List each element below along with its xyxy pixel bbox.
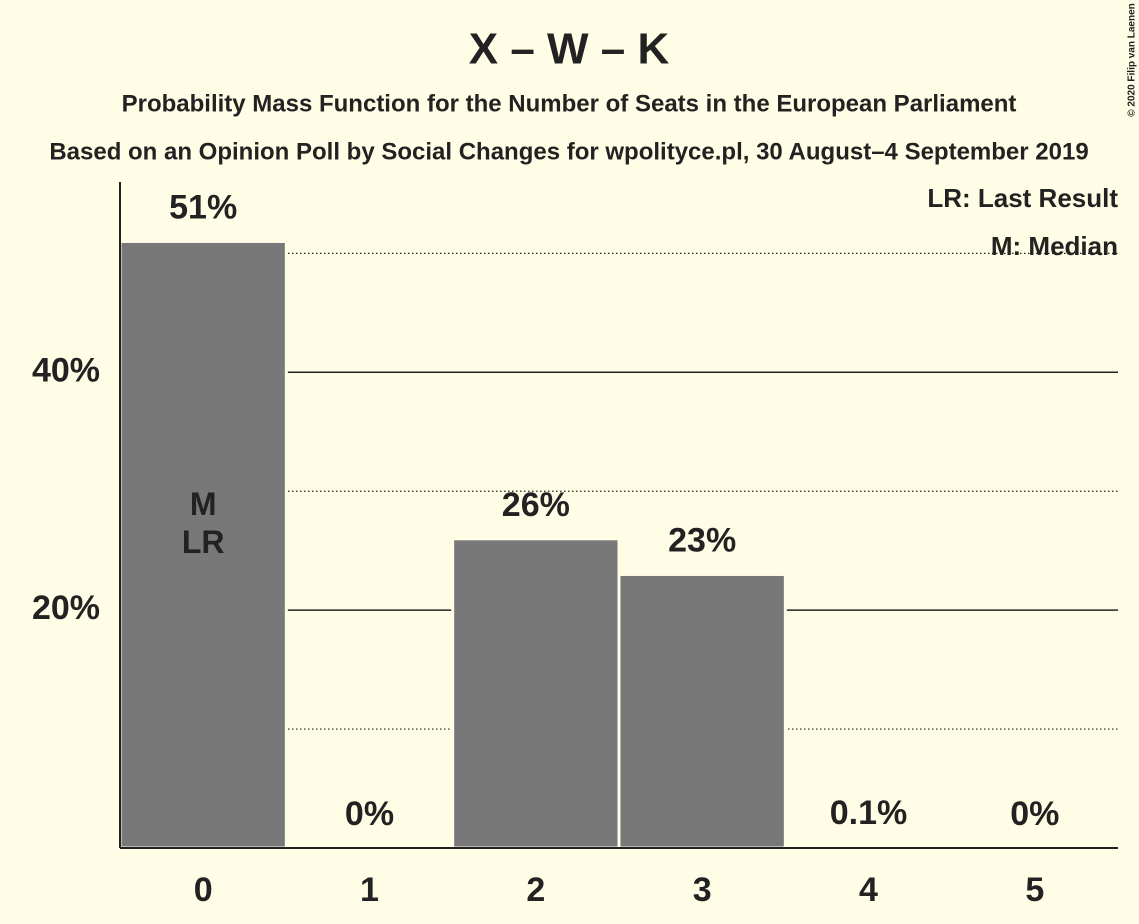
chart-subtitle: Based on an Opinion Poll by Social Chang… — [49, 138, 1088, 165]
credit: © 2020 Filip van Laenen — [1127, 3, 1138, 117]
value-label: 0.1% — [830, 794, 908, 832]
bar — [617, 572, 787, 850]
x-tick-label: 4 — [859, 871, 878, 909]
bar-annotation: LR — [182, 524, 225, 560]
value-label: 26% — [502, 486, 570, 524]
bar — [451, 537, 621, 850]
value-label: 0% — [345, 795, 394, 833]
bar-annotation: M — [190, 486, 217, 522]
value-label: 23% — [668, 521, 736, 559]
x-tick-label: 0 — [194, 871, 213, 909]
chart-title: X – W – K — [469, 25, 670, 74]
legend-note: LR: Last Result — [927, 183, 1118, 213]
y-tick-label: 40% — [32, 351, 100, 389]
chart-subtitle: Probability Mass Function for the Number… — [122, 90, 1017, 117]
value-label: 0% — [1010, 795, 1059, 833]
x-tick-label: 2 — [526, 871, 545, 909]
x-tick-label: 5 — [1025, 871, 1044, 909]
x-tick-label: 3 — [693, 871, 712, 909]
y-tick-label: 20% — [32, 589, 100, 627]
value-label: 51% — [169, 188, 237, 226]
legend-note: M: Median — [991, 231, 1118, 261]
x-tick-label: 1 — [360, 871, 379, 909]
bar — [118, 239, 288, 850]
